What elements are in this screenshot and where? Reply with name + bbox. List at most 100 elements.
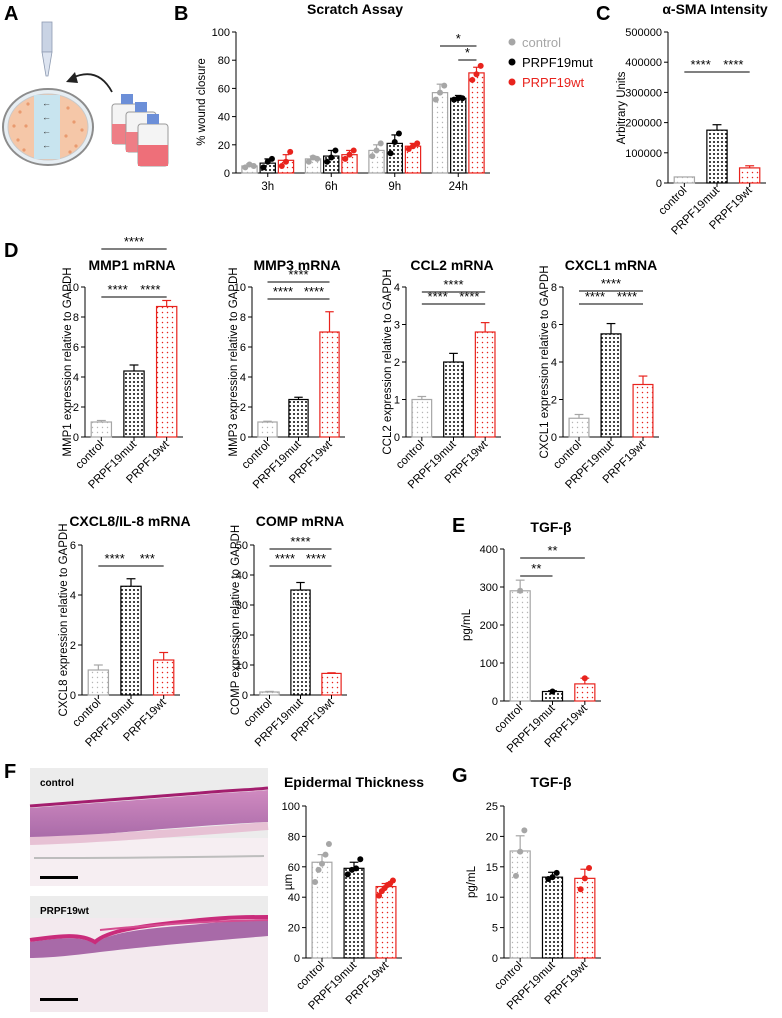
chart-c: α-SMA Intensity 0 100000 200000 300000 400000… [616,1,768,237]
y-tick-label: 0 [73,432,79,444]
x-tick-label: 3h [261,181,274,193]
y-tick-label: 2 [240,402,246,414]
y-tick-label: 10 [234,282,246,294]
y-tick-label: 0 [492,696,498,708]
legend-marker-prpf19wt [508,78,516,86]
svg-text:←: ← [42,112,51,122]
y-tick-label: 3 [394,320,400,332]
data-point-control [305,158,312,165]
y-tick-label: 400 [480,544,498,556]
data-point-prpf19wt [581,875,588,882]
chart-title: CCL2 mRNA [410,257,493,273]
significance-label: **** [108,282,128,297]
y-tick-label: 30 [236,600,248,612]
bar-prpf19mut-prpf19mut [343,867,365,959]
culture-flasks-icon [111,94,169,167]
chart-title: α-SMA Intensity [662,1,768,17]
data-point-control [432,96,439,103]
histology-prpf19wt-image: PRPF19wt [29,896,269,1012]
x-tick-label: 9h [388,181,401,193]
data-point-prpf19mut [391,138,398,145]
x-tick-label: 6h [325,181,338,193]
y-tick-label: 8 [73,312,79,324]
curved-arrow-icon [71,73,113,93]
y-tick-label: 2 [551,395,557,407]
y-tick-label: 300000 [625,87,662,99]
y-tick-label: 40 [218,112,230,124]
y-tick-label: 4 [240,372,246,384]
data-point-control [369,153,376,160]
y-tick-label: 2 [73,402,79,414]
y-tick-label: 8 [551,282,557,294]
significance-label: ** [547,543,557,558]
significance-label: **** [428,289,448,304]
bar-control-control [509,590,531,702]
bar-prpf19mut-prpf19mut [600,333,622,438]
legend-marker-prpf19mut [508,58,516,66]
y-tick-label: 6 [551,320,557,332]
significance-label: **** [275,551,295,566]
data-point-control [322,851,329,858]
y-tick-label: 8 [240,312,246,324]
significance-label: * [465,45,470,60]
y-tick-label: 6 [73,342,79,354]
data-point-prpf19mut [553,869,560,876]
y-axis-label: Arbitrary Units [616,71,628,144]
y-tick-label: 0 [294,953,300,965]
y-tick-label: 10 [486,892,498,904]
data-point-prpf19mut [549,688,556,695]
x-tick-label: 24h [449,181,468,193]
svg-text:←: ← [42,126,51,136]
chart-f: Epidermal Thickness020406080100µmcontrol… [282,774,425,1012]
y-tick-label: 0 [656,178,662,190]
significance-label: **** [585,289,605,304]
chart-title: CXCL8/IL-8 mRNA [69,513,190,529]
y-axis-label: COMP expression relative to GAPDH [230,525,242,715]
legend-label-prpf19mut: PRPF19mut [522,55,593,70]
y-tick-label: 0 [242,690,248,702]
data-point-prpf19mut [264,158,271,165]
significance-label: **** [288,267,308,282]
y-tick-label: 0 [70,690,76,702]
bar-prpf19wt-prpf19wt [155,305,178,438]
significance-label: **** [140,282,160,297]
y-tick-label: 1 [394,395,400,407]
data-point-control [517,848,524,855]
y-tick-label: 2 [394,357,400,369]
data-point-prpf19wt [342,155,349,162]
data-point-prpf19mut [357,856,364,863]
bar-control-control [311,861,333,959]
data-point-prpf19mut [395,130,402,137]
significance-label: **** [124,234,144,249]
significance-label: **** [617,289,637,304]
panel-label-f: F [4,761,16,783]
data-point-control [312,879,319,885]
data-point-control [521,827,528,834]
significance-label: **** [273,284,293,299]
significance-label: **** [443,277,463,292]
data-point-control [512,872,519,879]
data-point-prpf19mut [344,871,351,878]
y-tick-label: 20 [218,140,230,152]
y-tick-label: 6 [70,540,76,552]
y-tick-label: 300 [480,582,498,594]
chart-b: Scratch Assay 0 20 40 60 80 100 % wound closure… [196,1,490,193]
y-tick-label: 4 [394,282,400,294]
data-point-prpf19wt [346,151,353,158]
significance-label: **** [304,284,324,299]
y-tick-label: 5 [492,923,498,935]
data-point-control [315,866,322,873]
bar-control-control [257,421,278,438]
significance-label: **** [459,289,479,304]
data-point-prpf19wt [414,140,421,147]
y-axis-label: µm [283,874,295,890]
bar-prpf19wt-prpf19wt [319,331,340,438]
bar-prpf19mut-9h [386,142,403,174]
y-tick-label: 50 [236,540,248,552]
data-point-control [250,162,257,169]
y-tick-label: 100000 [625,148,662,160]
significance-label: * [456,31,461,46]
legend-label-control: control [522,35,561,50]
